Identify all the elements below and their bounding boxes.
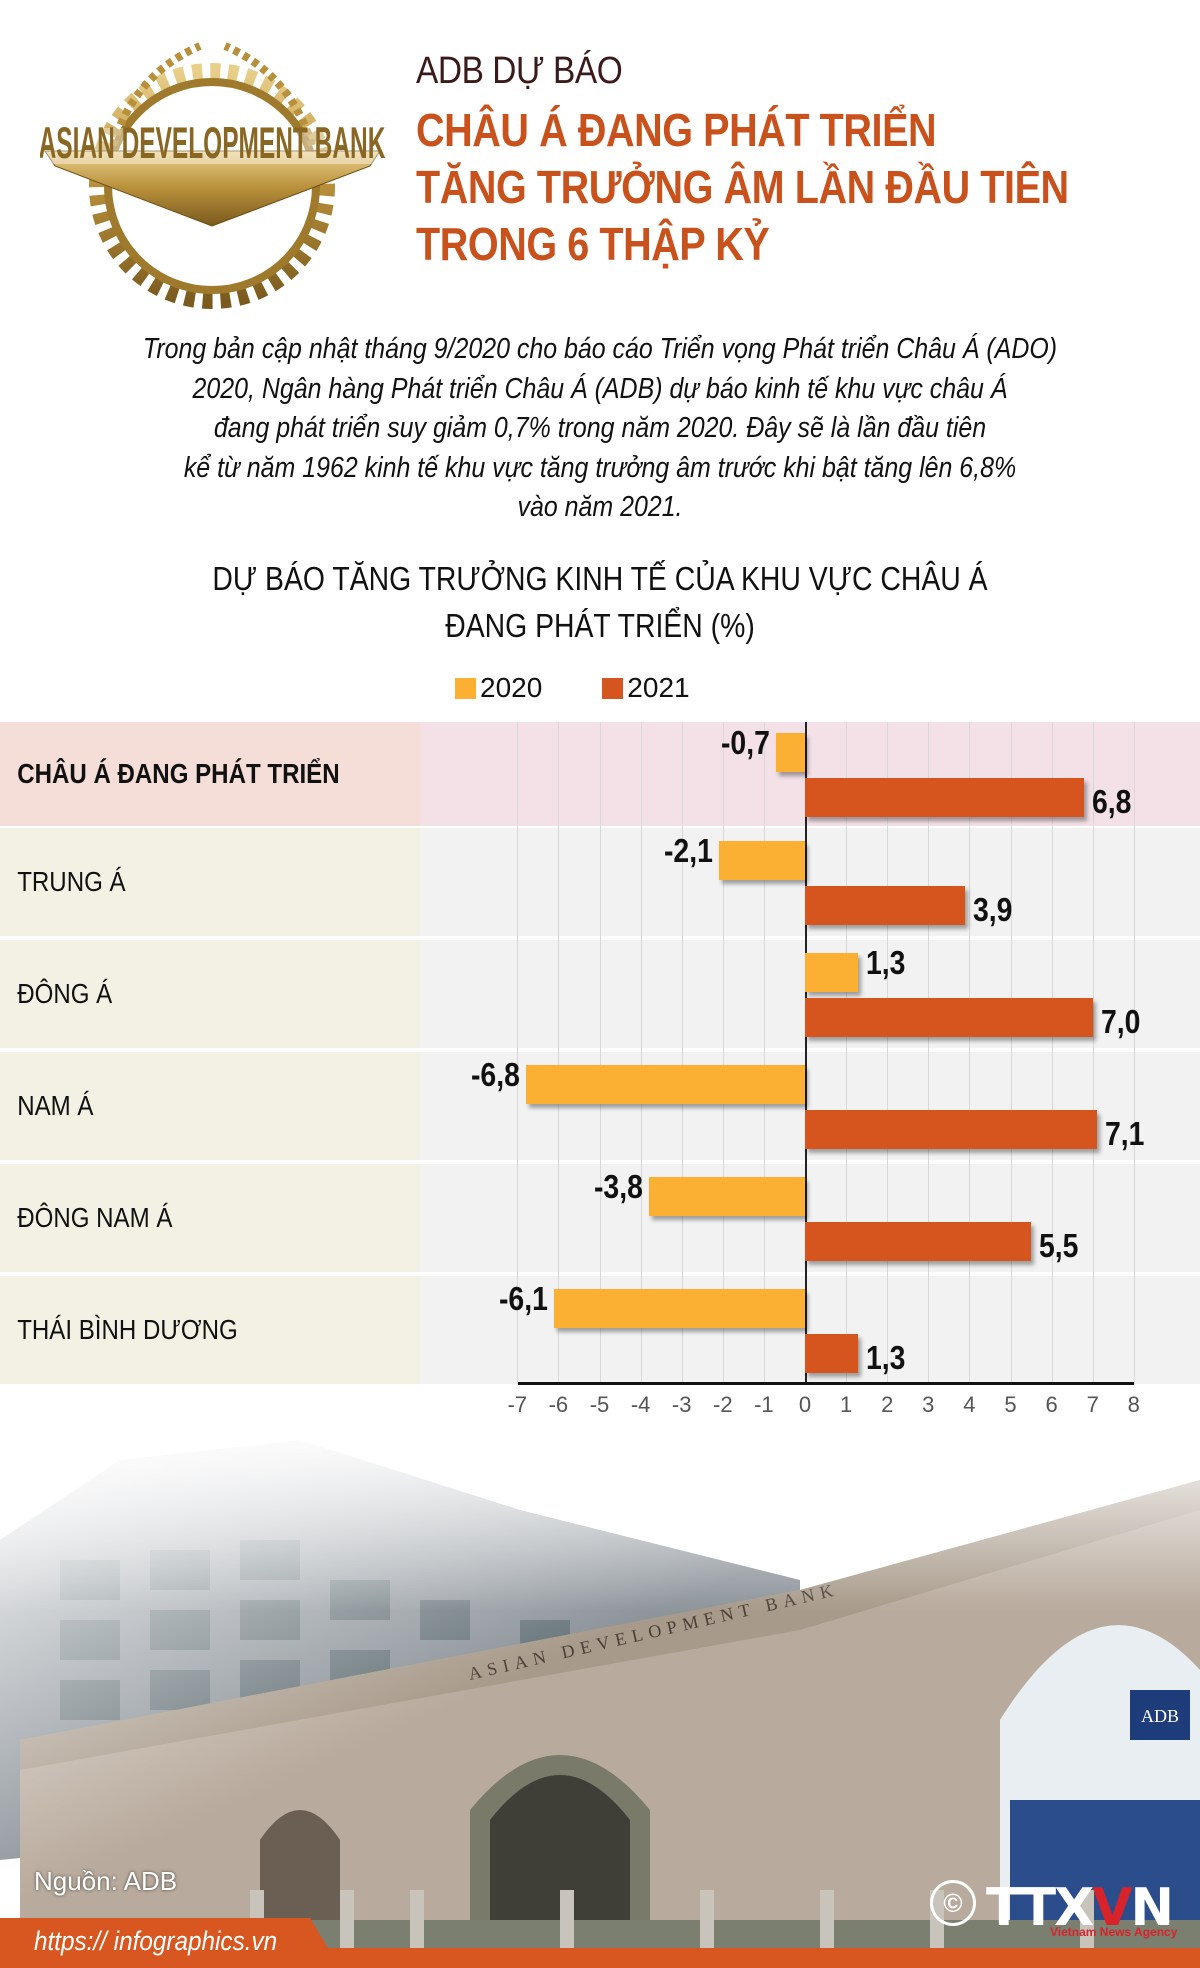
bar-2021 (805, 998, 1093, 1037)
copyright-icon: © (930, 1880, 976, 1926)
x-tick-label: 2 (881, 1392, 894, 1417)
intro-paragraph: Trong bản cập nhật tháng 9/2020 cho báo … (84, 330, 1116, 528)
x-tick-label: 4 (963, 1392, 976, 1417)
source-label: Nguồn: ADB (34, 1866, 178, 1896)
bar-2021 (805, 1110, 1097, 1149)
chart-title: DỰ BÁO TĂNG TRƯỞNG KINH TẾ CỦA KHU VỰC C… (84, 555, 1116, 649)
legend-label: 2021 (627, 672, 690, 703)
intro-line: vào năm 2021. (517, 491, 683, 523)
zero-axis-line (805, 722, 807, 1384)
website-link[interactable]: https:// infographics.vn (34, 1926, 278, 1956)
x-tick-label: -7 (507, 1392, 528, 1417)
chart-legend: 2020 2021 (455, 672, 690, 704)
category-label: CHÂU Á ĐANG PHÁT TRIỂN (17, 758, 340, 789)
value-label: 7,1 (1104, 1115, 1145, 1152)
intro-line: kể từ năm 1962 kinh tế khu vực tăng trưở… (183, 451, 1017, 484)
bar-2020 (718, 841, 805, 880)
grid-line (1133, 722, 1135, 1384)
intro-line: đang phát triển suy giảm 0,7% trong năm … (213, 412, 987, 444)
grid-line (969, 722, 971, 1384)
legend-swatch-2021 (602, 677, 624, 699)
logo-part: TTX (986, 1878, 1094, 1938)
x-tick-label: 8 (1127, 1392, 1140, 1417)
bar-2020 (805, 953, 859, 992)
title-line-2: TĂNG TRƯỞNG ÂM LẦN ĐẦU TIÊN (416, 161, 1069, 213)
grid-line (1092, 722, 1094, 1384)
bar-2020 (776, 733, 805, 772)
value-label: 1,3 (866, 1339, 906, 1376)
adb-building-photo: ADB ASIAN DEVELOPMENT BANK (0, 1420, 1200, 1968)
chart-title-line: DỰ BÁO TĂNG TRƯỞNG KINH TẾ CỦA KHU VỰC C… (212, 560, 988, 597)
x-tick-label: -6 (548, 1392, 569, 1417)
bar-2021 (805, 778, 1085, 817)
url-tab (0, 1918, 340, 1968)
agency-tagline: Vietnam News Agency (1050, 1925, 1178, 1939)
value-label: -6,8 (470, 1056, 520, 1093)
bar-2020 (648, 1177, 805, 1216)
intro-line: Trong bản cập nhật tháng 9/2020 cho báo … (142, 333, 1058, 365)
value-label: 6,8 (1092, 783, 1132, 820)
value-label: 5,5 (1039, 1227, 1079, 1264)
category-label: ĐÔNG NAM Á (17, 1202, 173, 1233)
category-label: NAM Á (17, 1090, 94, 1121)
grid-line (1010, 722, 1012, 1384)
grid-line (681, 722, 683, 1384)
value-label: -0,7 (721, 724, 771, 761)
category-label: ĐÔNG Á (17, 978, 113, 1009)
intro-line: 2020, Ngân hàng Phát triển Châu Á (ADB) … (192, 372, 1008, 405)
x-tick-label: 0 (798, 1392, 812, 1417)
value-label: -2,1 (663, 832, 713, 869)
x-tick-label: -1 (754, 1392, 774, 1417)
grid-line (928, 722, 930, 1384)
x-tick-label: 1 (839, 1392, 853, 1417)
logo-part: V (1092, 1878, 1132, 1938)
grid-line (517, 722, 519, 1384)
category-label: THÁI BÌNH DƯƠNG (17, 1314, 238, 1345)
x-axis-line (518, 1382, 1134, 1385)
x-tick-label: 5 (1004, 1392, 1017, 1417)
value-label: -6,1 (499, 1280, 549, 1317)
grid-line (846, 722, 848, 1384)
grid-line (558, 722, 560, 1384)
grid-line (722, 722, 724, 1384)
x-tick-label: 7 (1086, 1392, 1099, 1417)
legend-label: 2020 (480, 672, 543, 703)
bar-2021 (805, 1222, 1032, 1261)
ttxvn-logo: TTXVN (986, 1878, 1174, 1938)
grid-line (640, 722, 642, 1384)
chart-row: ĐÔNG NAM Á (0, 1164, 1200, 1272)
x-tick-label: -4 (630, 1392, 651, 1417)
value-label: 3,9 (973, 891, 1013, 928)
x-tick-label: 3 (922, 1392, 935, 1417)
bar-2020 (525, 1065, 805, 1104)
legend-item-2021: 2021 (602, 672, 690, 704)
bar-2020 (554, 1289, 805, 1328)
grid-line (887, 722, 889, 1384)
grid-line (763, 722, 765, 1384)
x-tick-label: -3 (671, 1392, 692, 1417)
legend-item-2020: 2020 (455, 672, 542, 704)
legend-swatch-2020 (455, 677, 476, 699)
chart-title-line: ĐANG PHÁT TRIỂN (%) (445, 607, 755, 644)
x-tick-label: -5 (589, 1392, 610, 1417)
category-label: TRUNG Á (17, 866, 126, 897)
adb-logo: ASIAN DEVELOPMENT BANK (39, 36, 386, 311)
bar-2021 (805, 886, 966, 925)
bar-chart: CHÂU Á ĐANG PHÁT TRIỂN TRUNG Á ĐÔNG Á NA… (0, 722, 1200, 1384)
kicker: ADB DỰ BÁO (416, 50, 623, 92)
value-label: -3,8 (593, 1168, 643, 1205)
grid-line (599, 722, 601, 1384)
value-label: 1,3 (866, 944, 906, 981)
x-tick-label: -2 (713, 1392, 733, 1417)
logo-text: ASIAN DEVELOPMENT BANK (40, 118, 385, 167)
bar-2021 (805, 1334, 859, 1373)
grid-line (1051, 722, 1053, 1384)
title-line-3: TRONG 6 THẬP KỶ (416, 218, 770, 270)
value-label: 7,0 (1100, 1003, 1141, 1040)
x-tick-label: 6 (1045, 1392, 1058, 1417)
logo-part: N (1130, 1878, 1174, 1938)
title-line-1: CHÂU Á ĐANG PHÁT TRIỂN (416, 104, 937, 156)
